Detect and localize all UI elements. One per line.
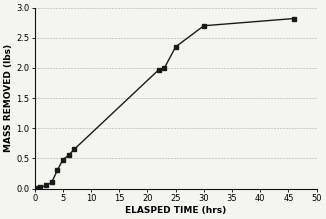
Y-axis label: MASS REMOVED (lbs): MASS REMOVED (lbs) — [4, 44, 13, 152]
X-axis label: ELASPED TIME (hrs): ELASPED TIME (hrs) — [125, 206, 226, 215]
